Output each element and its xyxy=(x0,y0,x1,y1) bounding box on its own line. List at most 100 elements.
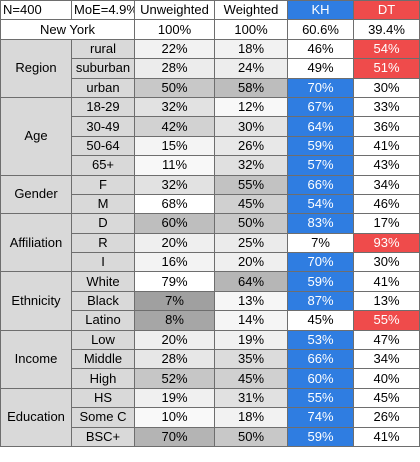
weighted-cell: 24% xyxy=(214,58,288,79)
subgroup-label: M xyxy=(71,193,135,215)
table-row: M 68% 45% 54% 46% xyxy=(1,193,420,215)
kh-cell: 45% xyxy=(287,310,354,331)
group-label: Income xyxy=(0,329,72,389)
unweighted-cell: 19% xyxy=(134,387,215,409)
subgroup-label: suburban xyxy=(71,58,135,79)
weighted-cell: 25% xyxy=(214,232,288,254)
weighted-cell: 18% xyxy=(214,38,288,60)
dt-cell: 41% xyxy=(353,426,420,447)
weighted-cell: 45% xyxy=(214,368,288,389)
subgroup-label: Latino xyxy=(71,310,135,331)
dt-cell: 41% xyxy=(353,135,420,157)
dt-cell: 47% xyxy=(353,329,420,351)
kh-cell: 54% xyxy=(287,193,354,215)
dt-cell: 45% xyxy=(353,387,420,409)
kh-cell: 67% xyxy=(287,96,354,118)
weighted-cell: 19% xyxy=(214,329,288,351)
unweighted-cell: 20% xyxy=(134,232,215,254)
unweighted-cell: 16% xyxy=(134,252,215,273)
kh-cell: 57% xyxy=(287,155,354,176)
weighted-cell: 30% xyxy=(214,116,288,137)
dt-cell: 46% xyxy=(353,193,420,215)
weighted-cell: 14% xyxy=(214,310,288,331)
dt-cell: 30% xyxy=(353,77,420,98)
table-row: Black 7% 13% 87% 13% xyxy=(1,290,420,312)
dt-cell: 43% xyxy=(353,155,420,176)
kh-cell: 59% xyxy=(287,135,354,157)
table-row: Education HS 19% 31% 55% 45% xyxy=(0,387,420,447)
table-row: R 20% 25% 7% 93% xyxy=(1,232,420,254)
kh-cell: 66% xyxy=(287,349,354,370)
kh-cell: 7% xyxy=(287,232,354,254)
dt-cell: 30% xyxy=(353,252,420,273)
weighted-cell: 58% xyxy=(214,77,288,98)
unweighted-header: Unweighted xyxy=(134,0,215,21)
table-row: Ethnicity White 79% 64% 59% 41% xyxy=(0,271,420,331)
kh-cell: 87% xyxy=(287,290,354,312)
weighted-cell: 35% xyxy=(214,349,288,370)
weighted-cell: 20% xyxy=(214,252,288,273)
dt-cell: 34% xyxy=(353,174,420,195)
weighted-cell: 32% xyxy=(214,155,288,176)
subgroup-label: High xyxy=(71,368,135,389)
table-row: Region rural 22% 18% 46% 54% xyxy=(0,38,420,98)
group-label: Age xyxy=(0,96,72,176)
unweighted-cell: 60% xyxy=(134,213,215,234)
dt-header: DT xyxy=(353,0,420,21)
unweighted-cell: 11% xyxy=(134,155,215,176)
unweighted-cell: 79% xyxy=(134,271,215,292)
unweighted-cell: 20% xyxy=(134,329,215,351)
dt-cell: 40% xyxy=(353,368,420,389)
kh-cell: 55% xyxy=(287,387,354,409)
group-label: Region xyxy=(0,38,72,98)
total-weighted: 100% xyxy=(214,19,288,40)
table-row: Age 18-29 32% 12% 67% 33% xyxy=(0,96,420,176)
subgroup-label: Some C xyxy=(71,407,135,428)
table-row: 30-49 42% 30% 64% 36% xyxy=(1,116,420,137)
dt-cell: 93% xyxy=(353,232,420,254)
unweighted-cell: 10% xyxy=(134,407,215,428)
dt-cell: 41% xyxy=(353,271,420,292)
dt-cell: 33% xyxy=(353,96,420,118)
weighted-cell: 31% xyxy=(214,387,288,409)
subgroup-label: R xyxy=(71,232,135,254)
subgroup-label: HS xyxy=(71,387,135,409)
kh-header: KH xyxy=(287,0,354,21)
subgroup-label: Low xyxy=(71,329,135,351)
poll-crosstab-table: N=400 MoE=4.9% Unweighted Weighted KH DT… xyxy=(0,0,420,447)
group-label: Gender xyxy=(0,174,72,215)
group-label: Affiliation xyxy=(0,213,72,273)
subgroup-label: BSC+ xyxy=(71,426,135,447)
subgroup-label: Black xyxy=(71,290,135,312)
dt-cell: 26% xyxy=(353,407,420,428)
table-row: BSC+ 70% 50% 59% 41% xyxy=(1,426,420,447)
kh-cell: 60% xyxy=(287,368,354,389)
table-row: suburban 28% 24% 49% 51% xyxy=(1,58,420,79)
dt-cell: 13% xyxy=(353,290,420,312)
unweighted-cell: 68% xyxy=(134,193,215,215)
weighted-cell: 12% xyxy=(214,96,288,118)
table-row: 50-64 15% 26% 59% 41% xyxy=(1,135,420,157)
dt-cell: 36% xyxy=(353,116,420,137)
unweighted-cell: 42% xyxy=(134,116,215,137)
dt-cell: 34% xyxy=(353,349,420,370)
table-row: Affiliation D 60% 50% 83% 17% xyxy=(0,213,420,273)
header-row: N=400 MoE=4.9% Unweighted Weighted KH DT xyxy=(0,0,420,21)
total-dt: 39.4% xyxy=(353,19,420,40)
subgroup-label: 30-49 xyxy=(71,116,135,137)
table-row: Middle 28% 35% 66% 34% xyxy=(1,349,420,370)
weighted-cell: 18% xyxy=(214,407,288,428)
kh-cell: 59% xyxy=(287,271,354,292)
table-row: High 52% 45% 60% 40% xyxy=(1,368,420,389)
subgroup-label: 50-64 xyxy=(71,135,135,157)
subgroup-label: D xyxy=(71,213,135,234)
kh-cell: 53% xyxy=(287,329,354,351)
unweighted-cell: 32% xyxy=(134,174,215,195)
dt-cell: 17% xyxy=(353,213,420,234)
table-row: I 16% 20% 70% 30% xyxy=(1,252,420,273)
subgroup-label: Middle xyxy=(71,349,135,370)
table-row: Gender F 32% 55% 66% 34% xyxy=(0,174,420,215)
weighted-cell: 50% xyxy=(214,426,288,447)
unweighted-cell: 8% xyxy=(134,310,215,331)
unweighted-cell: 7% xyxy=(134,290,215,312)
